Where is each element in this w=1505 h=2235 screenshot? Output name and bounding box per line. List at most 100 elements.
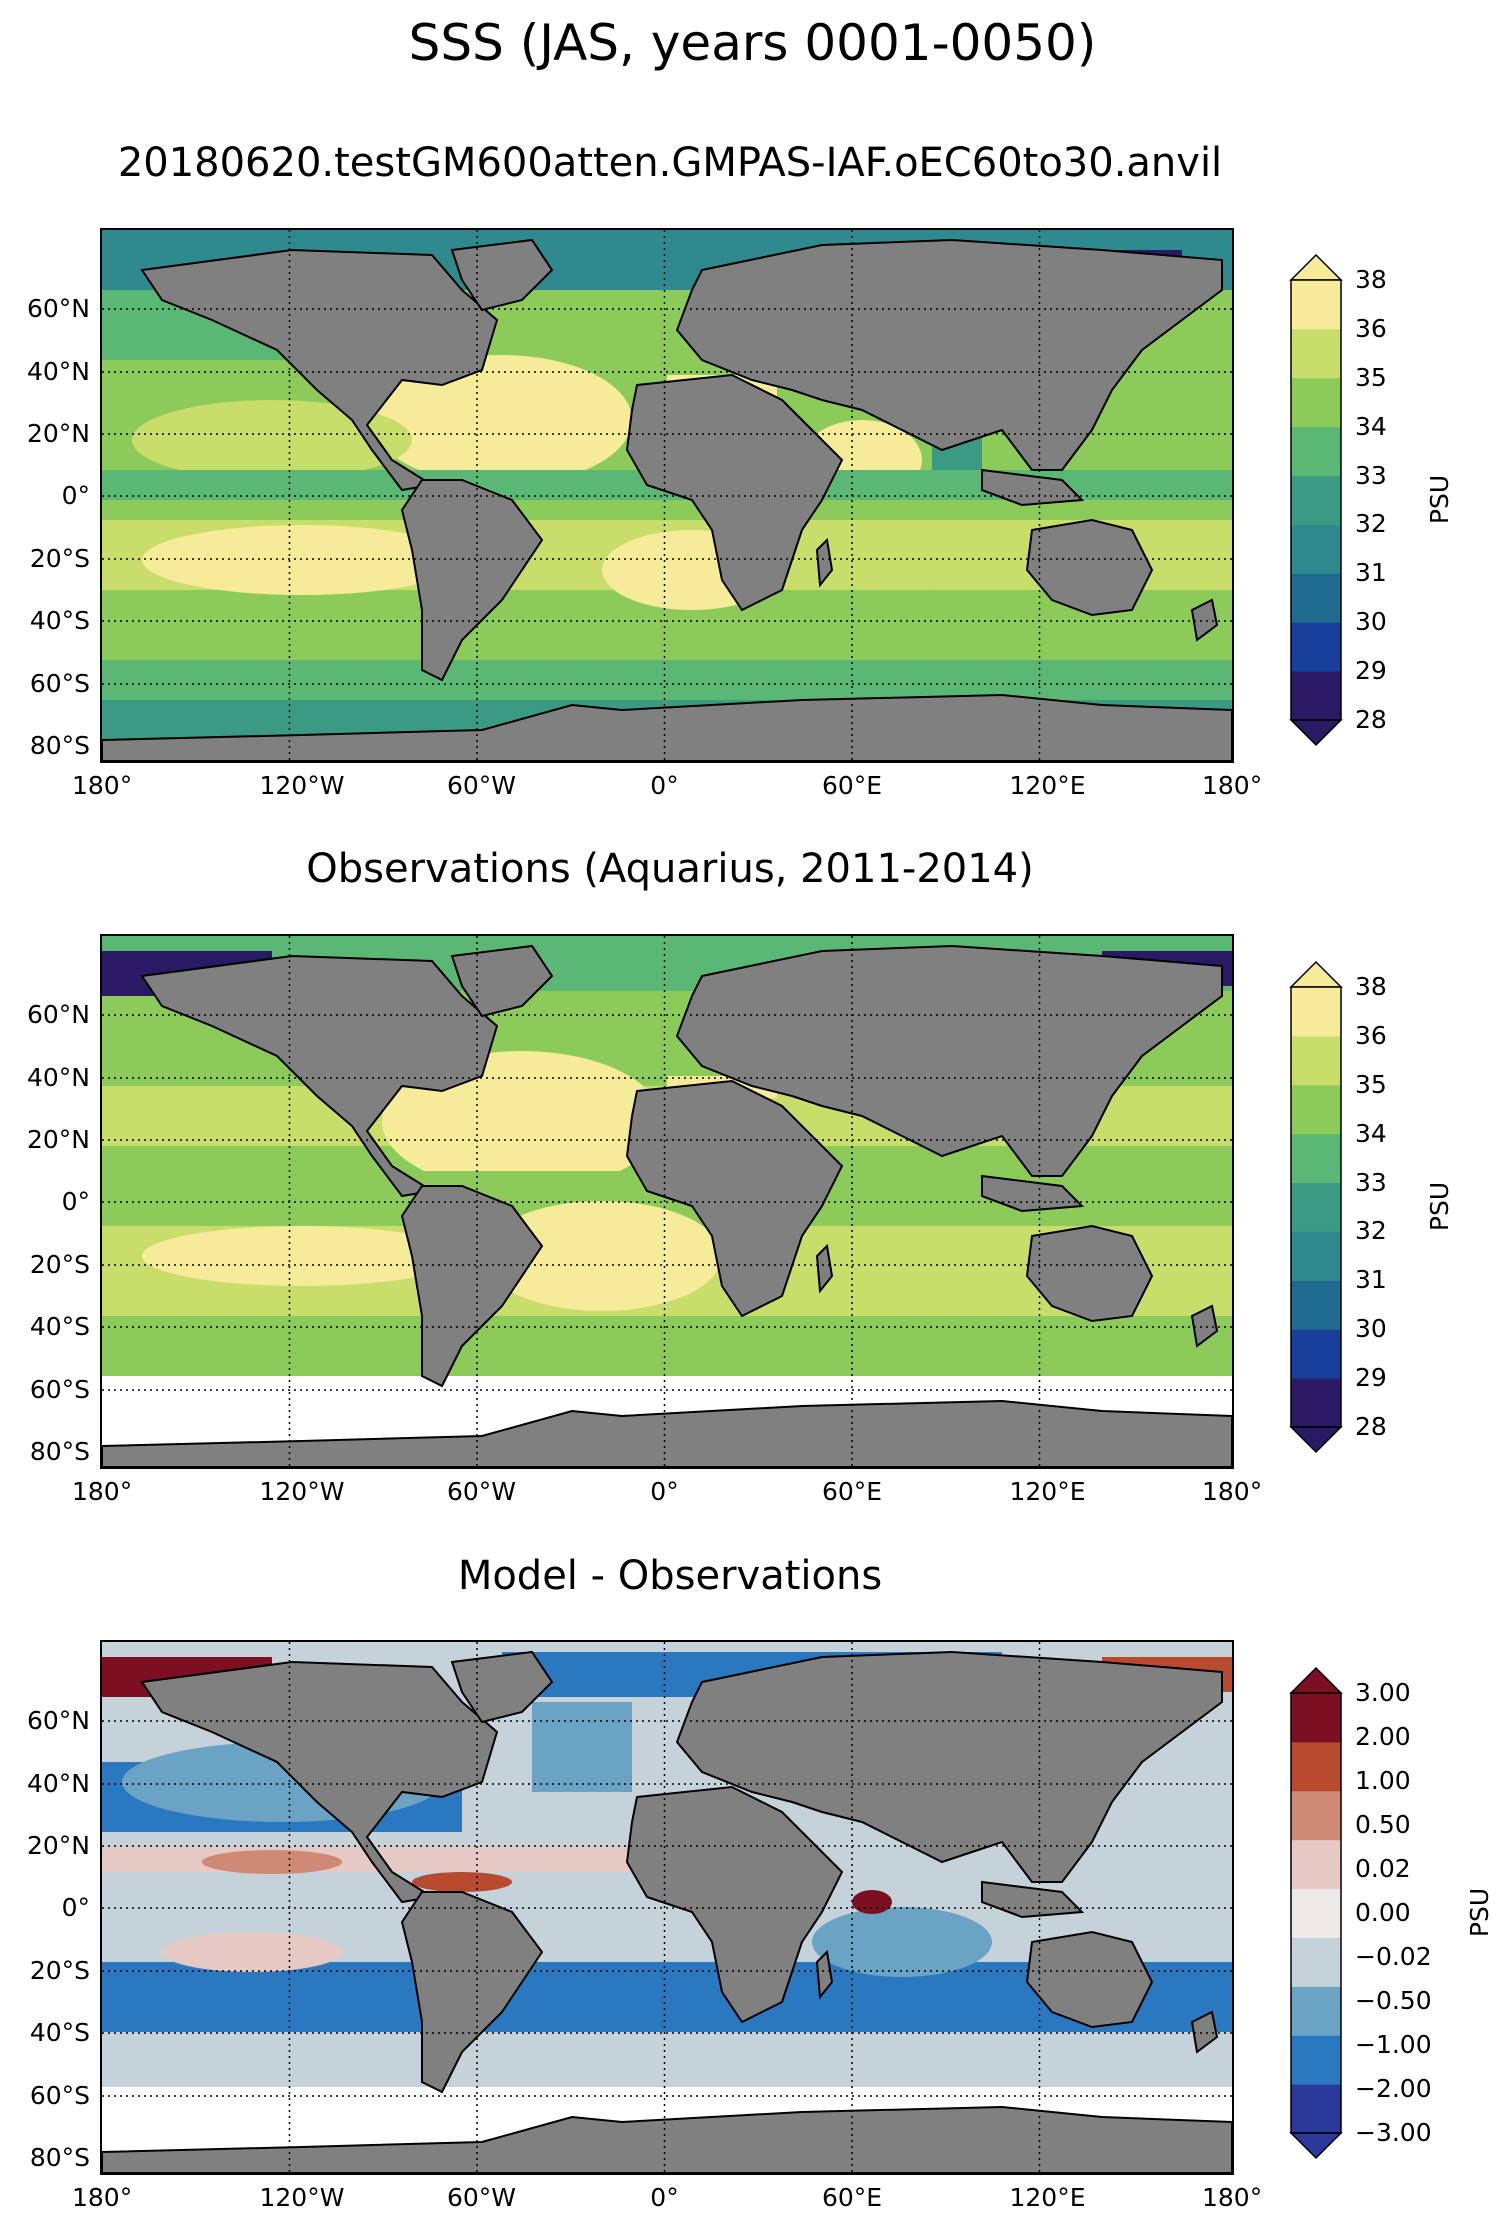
colorbar-segment xyxy=(1291,426,1341,477)
panel-2-title: Observations (Aquarius, 2011-2014) xyxy=(306,846,1034,892)
south-pacific-high xyxy=(142,1226,462,1286)
south-america xyxy=(400,479,544,682)
colorbar-segment xyxy=(1291,280,1341,330)
colorbar-extend-min xyxy=(1289,2132,1343,2160)
new-zealand xyxy=(1190,2010,1219,2054)
y-tick-label: 40°N xyxy=(26,1769,90,1798)
panel-3-title: Model - Observations xyxy=(457,1553,883,1599)
colorbar-segment xyxy=(1291,1937,1341,1987)
south-pacific-pos xyxy=(162,1932,342,1972)
y-tick-label: 20°S xyxy=(29,1956,90,1985)
x-tick-label: 60°W xyxy=(447,2183,517,2212)
madagascar xyxy=(815,1243,834,1294)
x-tick-label: 180° xyxy=(1202,2183,1263,2212)
colorbar-segment xyxy=(1291,1231,1341,1281)
colorbar-extend-max xyxy=(1289,253,1343,281)
new-zealand xyxy=(1190,1304,1219,1348)
colorbar-segment xyxy=(1291,475,1341,525)
colorbar-segment xyxy=(1291,1986,1341,2036)
indian-ocean-neg xyxy=(812,1907,992,1977)
colorbar-tick-label: 32 xyxy=(1355,1216,1387,1246)
colorbar-unit-label: PSU xyxy=(1465,1887,1495,1938)
figure-title: SSS (JAS, years 0001-0050) xyxy=(408,14,1097,72)
colorbar-segment xyxy=(1291,1182,1341,1232)
south-atlantic-high xyxy=(482,1201,722,1311)
y-tick-label: 60°N xyxy=(26,1706,90,1735)
colorbar-tick-label: 36 xyxy=(1355,313,1387,343)
colorbar-tick-label: −2.00 xyxy=(1355,2074,1432,2103)
land xyxy=(102,238,1232,761)
colorbar-svg xyxy=(1289,1666,1343,2160)
colorbar-segment xyxy=(1291,1084,1341,1135)
gridlines xyxy=(102,230,1232,761)
colorbar-frame xyxy=(1290,986,1342,1428)
colorbar xyxy=(1289,253,1343,747)
colorbar-tick-label: 30 xyxy=(1355,1314,1387,1344)
panel-3-map-svg xyxy=(102,1642,1232,2173)
y-tick-label: 60°N xyxy=(26,1000,90,1029)
x-tick-label: 0° xyxy=(650,2183,679,2212)
y-tick-label: 20°N xyxy=(26,419,90,448)
north-america xyxy=(140,954,499,1198)
colorbar-segment xyxy=(1291,2035,1341,2085)
arabian-pos xyxy=(852,1890,892,1914)
antarctica xyxy=(102,2105,1232,2173)
colorbar-segment xyxy=(1291,1839,1341,1890)
colorbar-tick-label: 31 xyxy=(1355,558,1387,588)
colorbar-segment xyxy=(1291,1693,1341,1743)
colorbar-segment xyxy=(1291,1035,1341,1086)
x-tick-label: 60°W xyxy=(447,771,517,800)
land xyxy=(102,1650,1232,2173)
eastern-pacific-pos xyxy=(202,1850,342,1874)
south-america xyxy=(400,1891,544,2094)
africa xyxy=(625,373,844,612)
north-atlantic-high xyxy=(372,355,632,485)
colorbar-tick-label: 31 xyxy=(1355,1265,1387,1295)
colorbar-extend-min xyxy=(1289,719,1343,747)
colorbar-svg xyxy=(1289,960,1343,1454)
x-tick-label: 60°E xyxy=(822,2183,883,2212)
new-zealand xyxy=(1190,598,1219,642)
colorbar-extend-min xyxy=(1289,1426,1343,1454)
panel-2-map xyxy=(100,934,1234,1469)
colorbar-tick-label: 0.00 xyxy=(1355,1898,1411,1927)
x-tick-label: 180° xyxy=(1202,771,1263,800)
colorbar-tick-label: 35 xyxy=(1355,1069,1387,1099)
north-pacific-high xyxy=(132,400,412,480)
panel-1-map xyxy=(100,228,1234,763)
eurasia xyxy=(675,238,1223,471)
colorbar-tick-label: −0.50 xyxy=(1355,1986,1432,2015)
colorbar-tick-label: −1.00 xyxy=(1355,2030,1432,2059)
y-tick-label: 20°S xyxy=(29,1250,90,1279)
panel-1-map-svg xyxy=(102,230,1232,761)
y-tick-label: 60°S xyxy=(29,1375,90,1404)
madagascar xyxy=(815,1949,834,2000)
antarctica xyxy=(102,693,1232,761)
colorbar-frame xyxy=(1290,1692,1342,2134)
colorbar-segment xyxy=(1291,1280,1341,1330)
eurasia xyxy=(675,1650,1223,1883)
y-tick-label: 0° xyxy=(61,1187,90,1216)
x-tick-label: 120°E xyxy=(1009,1477,1086,1506)
eurasia xyxy=(675,944,1223,1177)
colorbar xyxy=(1289,960,1343,1454)
x-tick-label: 60°W xyxy=(447,1477,517,1506)
australia xyxy=(1025,518,1154,617)
x-tick-label: 0° xyxy=(650,1477,679,1506)
y-tick-label: 20°N xyxy=(26,1831,90,1860)
colorbar-segment xyxy=(1291,622,1341,672)
colorbar-tick-label: 30 xyxy=(1355,607,1387,637)
colorbar-tick-label: 28 xyxy=(1355,1412,1387,1441)
y-tick-label: 40°S xyxy=(29,606,90,635)
y-tick-label: 0° xyxy=(61,1893,90,1922)
colorbar-segment xyxy=(1291,1741,1341,1792)
x-tick-label: 120°E xyxy=(1009,2183,1086,2212)
colorbar-tick-label: 35 xyxy=(1355,362,1387,392)
x-tick-label: 60°E xyxy=(822,1477,883,1506)
greenland xyxy=(450,1650,554,1724)
colorbar-extend-max xyxy=(1289,960,1343,988)
colorbar-tick-label: 36 xyxy=(1355,1020,1387,1050)
y-tick-label: 80°S xyxy=(29,2143,90,2172)
colorbar-tick-label: 33 xyxy=(1355,460,1387,490)
colorbar xyxy=(1289,1666,1343,2160)
